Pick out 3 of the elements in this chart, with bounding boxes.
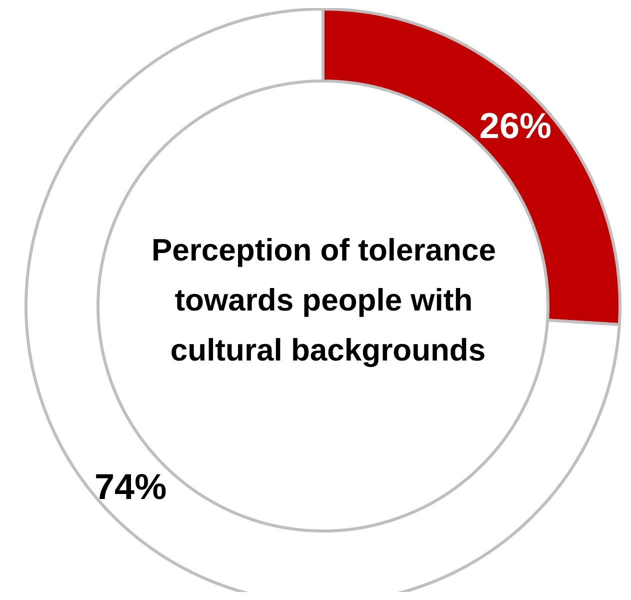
data-label: 74% xyxy=(94,466,167,508)
text: Perception of tolerance towards people with cultural backgrounds xyxy=(151,232,505,368)
data-label: 26% xyxy=(479,104,552,146)
